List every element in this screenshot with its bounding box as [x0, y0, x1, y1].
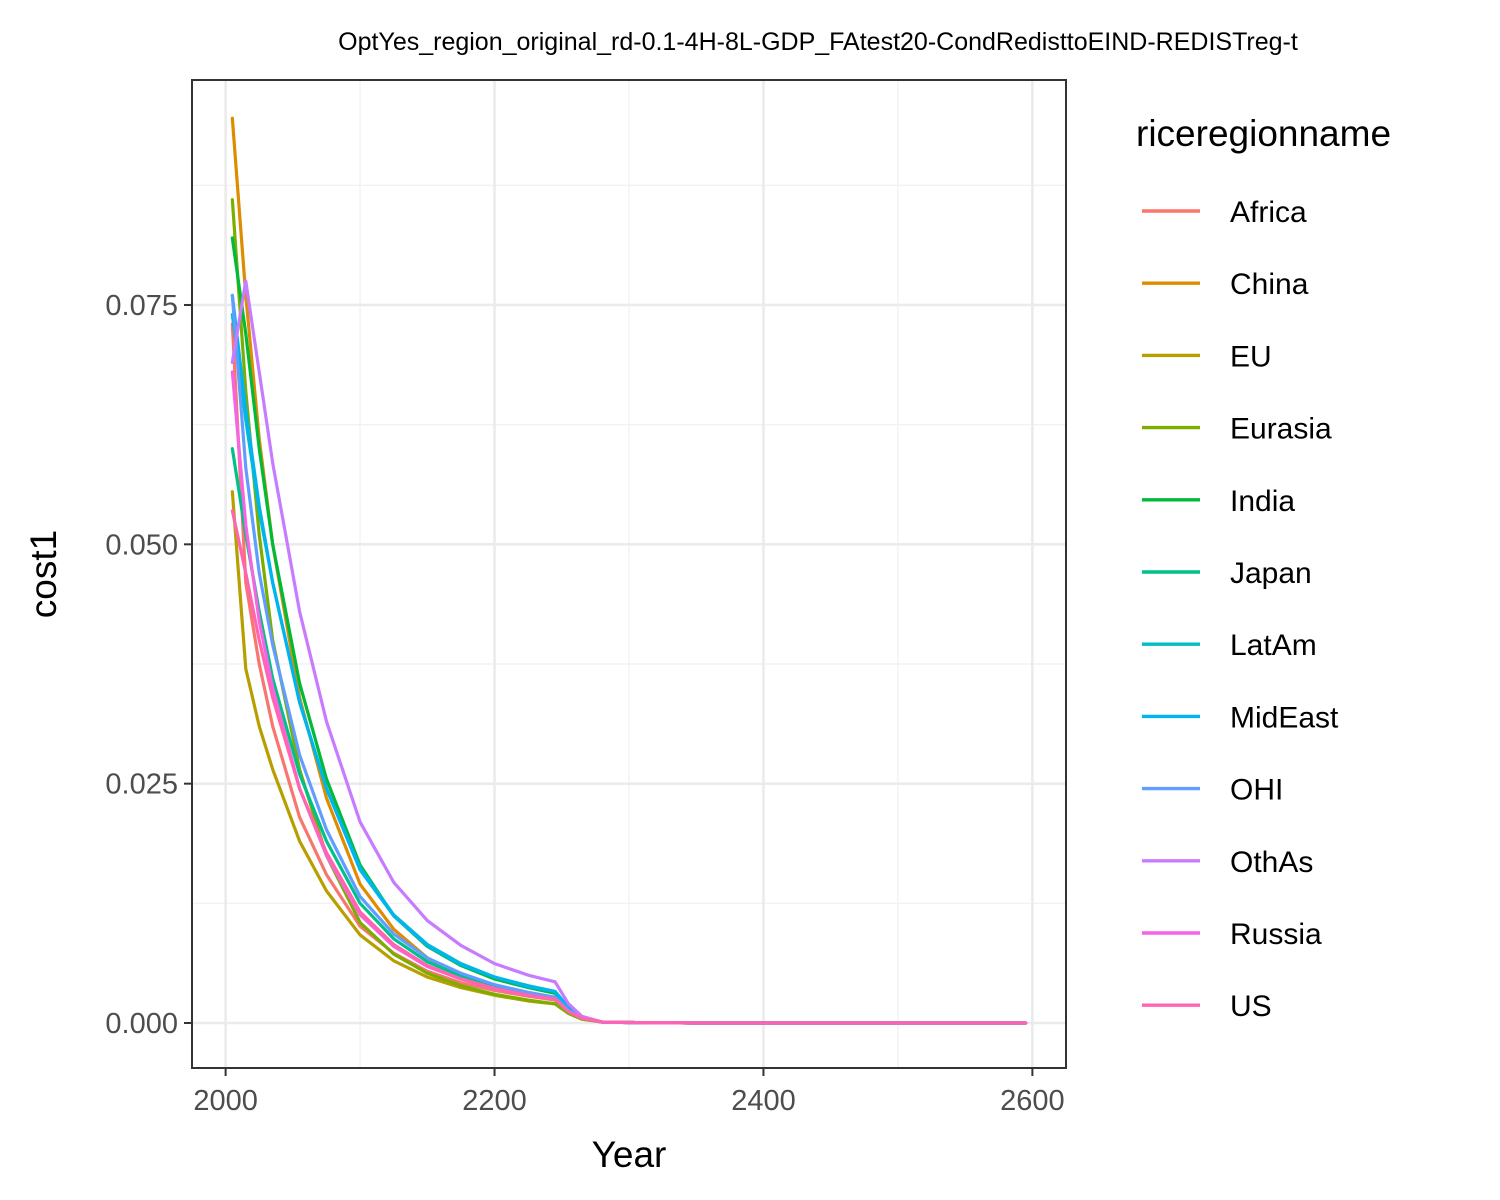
panel-border	[191, 79, 1067, 1069]
legend-item-eu: EU	[1142, 340, 1272, 373]
legend-label: LatAm	[1230, 629, 1317, 662]
legend-item-ohi: OHI	[1142, 774, 1283, 807]
legend-label: US	[1230, 990, 1272, 1023]
y-tick-label: 0.050	[105, 529, 178, 561]
x-tick-label: 2400	[731, 1085, 796, 1117]
y-axis-title: cost1	[23, 530, 64, 618]
legend: riceregionname Africa China EU Eurasia India…	[1136, 113, 1391, 1023]
legend-label: EU	[1230, 340, 1272, 373]
legend-item-india: India	[1142, 485, 1295, 518]
legend-label: OthAs	[1230, 846, 1313, 879]
chart-title: OptYes_region_original_rd-0.1-4H-8L-GDP_…	[338, 28, 1298, 56]
legend-title: riceregionname	[1136, 113, 1391, 154]
legend-item-africa: Africa	[1142, 196, 1307, 229]
legend-item-us: US	[1142, 990, 1272, 1023]
x-tick-label: 2600	[1000, 1085, 1065, 1117]
legend-item-eurasia: Eurasia	[1142, 413, 1332, 446]
legend-item-latam: LatAm	[1142, 629, 1317, 662]
x-tick-label: 2200	[462, 1085, 527, 1117]
legend-label: Russia	[1230, 918, 1322, 951]
series-lines	[230, 116, 1028, 1025]
x-axis: 2000 2200 2400 2600	[193, 1068, 1065, 1117]
legend-item-russia: Russia	[1142, 918, 1322, 951]
legend-item-japan: Japan	[1142, 557, 1312, 590]
legend-label: Africa	[1230, 196, 1307, 229]
legend-label: India	[1230, 485, 1295, 518]
y-tick-label: 0.025	[105, 769, 178, 801]
y-tick-label: 0.075	[105, 290, 178, 322]
legend-item-china: China	[1142, 268, 1309, 301]
x-tick-label: 2000	[193, 1085, 258, 1117]
series-line-us	[230, 509, 1028, 1025]
x-axis-title: Year	[592, 1134, 667, 1175]
legend-label: Eurasia	[1230, 413, 1332, 446]
y-tick-label: 0.000	[105, 1008, 178, 1040]
major-gridlines	[192, 80, 1066, 1068]
legend-item-mideast: MidEast	[1142, 701, 1339, 734]
legend-label: MidEast	[1230, 701, 1339, 734]
legend-label: Japan	[1230, 557, 1312, 590]
legend-item-othas: OthAs	[1142, 846, 1313, 879]
legend-label: OHI	[1230, 774, 1283, 807]
legend-label: China	[1230, 268, 1309, 301]
y-axis: 0.000 0.025 0.050 0.075	[105, 290, 192, 1040]
